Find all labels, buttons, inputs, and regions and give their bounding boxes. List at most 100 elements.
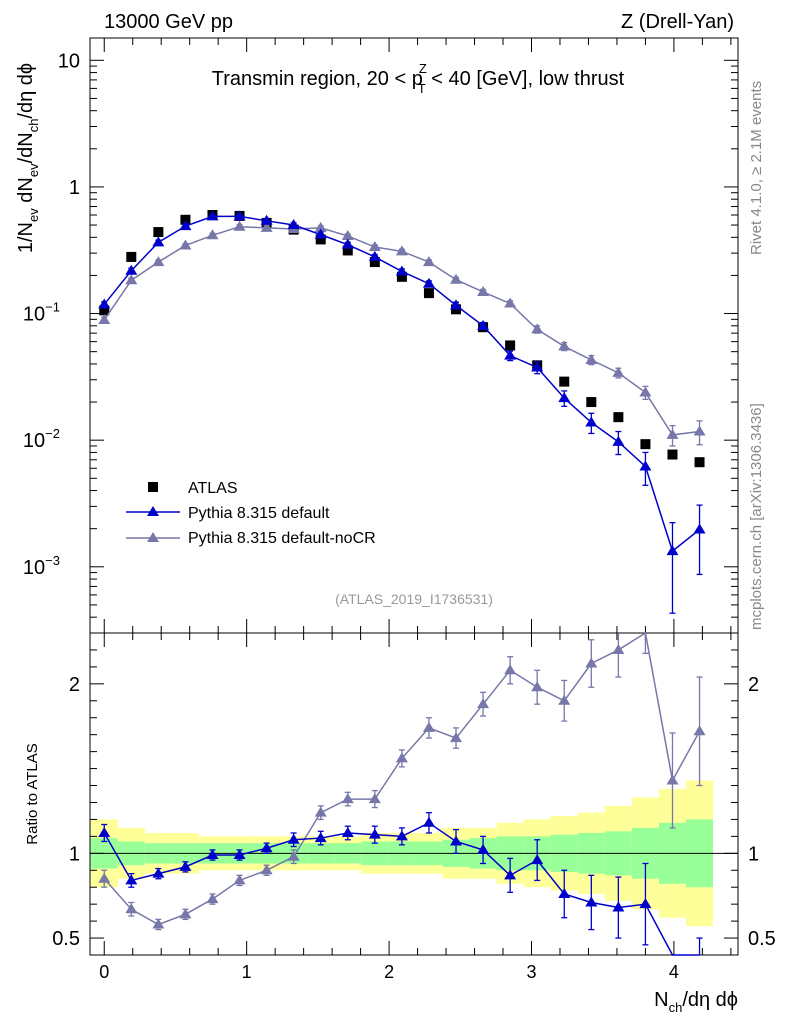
ratio-point-nocr (531, 681, 544, 692)
main-point-nocr (558, 340, 571, 351)
ratio-y-tick-label: 0.5 (52, 928, 80, 950)
ratio-point-default (287, 833, 300, 844)
main-point-default (179, 220, 192, 231)
analysis-id: (ATLAS_2019_I1736531) (335, 591, 493, 607)
main-point-nocr (260, 221, 273, 232)
main-point-nocr (693, 425, 706, 436)
main-point-nocr (395, 245, 408, 256)
ratio-point-nocr (450, 732, 463, 743)
ratio-point-default (98, 826, 111, 837)
main-y-tick-exp: −3 (45, 553, 60, 568)
ratio-point-nocr (504, 664, 517, 675)
main-point-nocr (422, 256, 435, 267)
main-point-default (233, 210, 246, 221)
xlabel-sub: ch (669, 1000, 683, 1015)
chart-title-sub: T (418, 81, 426, 96)
ratio-y-tick-label: 1 (69, 843, 80, 865)
ratio-point-default (477, 843, 490, 854)
xlabel-b: /dη dϕ (682, 989, 738, 1011)
x-tick-label: 3 (526, 962, 536, 982)
atlas-point (559, 376, 570, 387)
ylabel-b: dN (15, 177, 37, 208)
main-point-default (639, 460, 652, 471)
main-y-tick-label: 1 (69, 177, 80, 199)
chart-title-pre: Transmin region, 20 < p (212, 68, 423, 90)
atlas-point (396, 271, 407, 282)
main-point-nocr (152, 256, 165, 267)
atlas-point (423, 288, 434, 299)
main-point-nocr (450, 273, 463, 284)
main-point-default (125, 264, 138, 275)
main-point-nocr (639, 386, 652, 397)
atlas-point (153, 227, 164, 238)
main-y-tick-base: 1 (69, 177, 80, 199)
legend-marker-atlas (148, 482, 158, 492)
ratio-point-default (558, 887, 571, 898)
header-right: Z (Drell-Yan) (621, 11, 734, 33)
x-tick-label: 1 (242, 962, 252, 982)
ratio-y-tick-label: 2 (69, 674, 80, 696)
ratio-point-default (450, 835, 463, 846)
ratio-point-nocr (558, 694, 571, 705)
atlas-point (694, 457, 705, 468)
atlas-point (99, 305, 110, 316)
main-point-default (152, 236, 165, 247)
ratio-point-nocr (125, 903, 138, 914)
ylabel-s1: ev (26, 208, 41, 222)
main-y-tick-exp: −2 (45, 426, 60, 441)
ratio-point-default (368, 828, 381, 839)
legend-label-nocr: Pythia 8.315 default-noCR (188, 530, 376, 547)
ratio-point-nocr (152, 918, 165, 929)
ylabel-s2: ev (26, 163, 41, 177)
ratio-point-default (179, 860, 192, 871)
ratio-point-default (504, 869, 517, 880)
ylabel-s3: ch (26, 119, 41, 133)
legend-marker-default (147, 506, 159, 516)
main-ylabel: 1/Nev dNev/dNch/dη dϕ (15, 63, 41, 253)
atlas-point (640, 439, 651, 450)
ratio-point-nocr (477, 698, 490, 709)
atlas-point (315, 234, 326, 245)
ratio-point-nocr (341, 793, 354, 804)
ratio-point-default (260, 842, 273, 853)
ratio-y-tick-label-right: 1 (748, 843, 759, 865)
main-point-default (314, 228, 327, 239)
ratio-point-nocr (666, 774, 679, 785)
main-point-default (585, 416, 598, 427)
chart-title-post: < 40 [GeV], low thrust (426, 68, 625, 90)
main-point-nocr (585, 353, 598, 364)
main-point-nocr (206, 229, 219, 240)
atlas-point (180, 214, 191, 225)
main-point-nocr (314, 221, 327, 232)
legend-label-atlas: ATLAS (188, 480, 238, 497)
ratio-point-nocr (314, 806, 327, 817)
main-point-nocr (531, 323, 544, 334)
atlas-point (505, 340, 516, 351)
main-point-default (422, 277, 435, 288)
ratio-frame (89, 632, 739, 956)
main-point-nocr (125, 274, 138, 285)
main-point-nocr (341, 229, 354, 240)
main-point-nocr (666, 428, 679, 439)
ratio-point-default (125, 874, 138, 885)
chart-title-sup: Z (419, 61, 427, 76)
ratio-point-default (395, 830, 408, 841)
main-point-nocr (98, 313, 111, 324)
x-tick-label: 0 (99, 962, 109, 982)
main-point-default (693, 523, 706, 534)
ylabel-a: 1/N (15, 222, 37, 253)
ylabel-d: /dη dϕ (15, 63, 37, 119)
xlabel-a: N (654, 989, 668, 1011)
ratio-point-nocr (612, 643, 625, 654)
main-point-nocr (477, 285, 490, 296)
main-point-default (395, 265, 408, 276)
ratio-point-nocr (98, 872, 111, 883)
ratio-point-nocr (233, 874, 246, 885)
main-y-tick-exp: −1 (45, 300, 60, 315)
atlas-point (369, 257, 380, 268)
ratio-point-default (152, 867, 165, 878)
ratio-point-nocr (585, 657, 598, 668)
atlas-point (613, 412, 624, 423)
main-y-tick-base: 10 (58, 50, 80, 72)
main-point-default (504, 349, 517, 360)
